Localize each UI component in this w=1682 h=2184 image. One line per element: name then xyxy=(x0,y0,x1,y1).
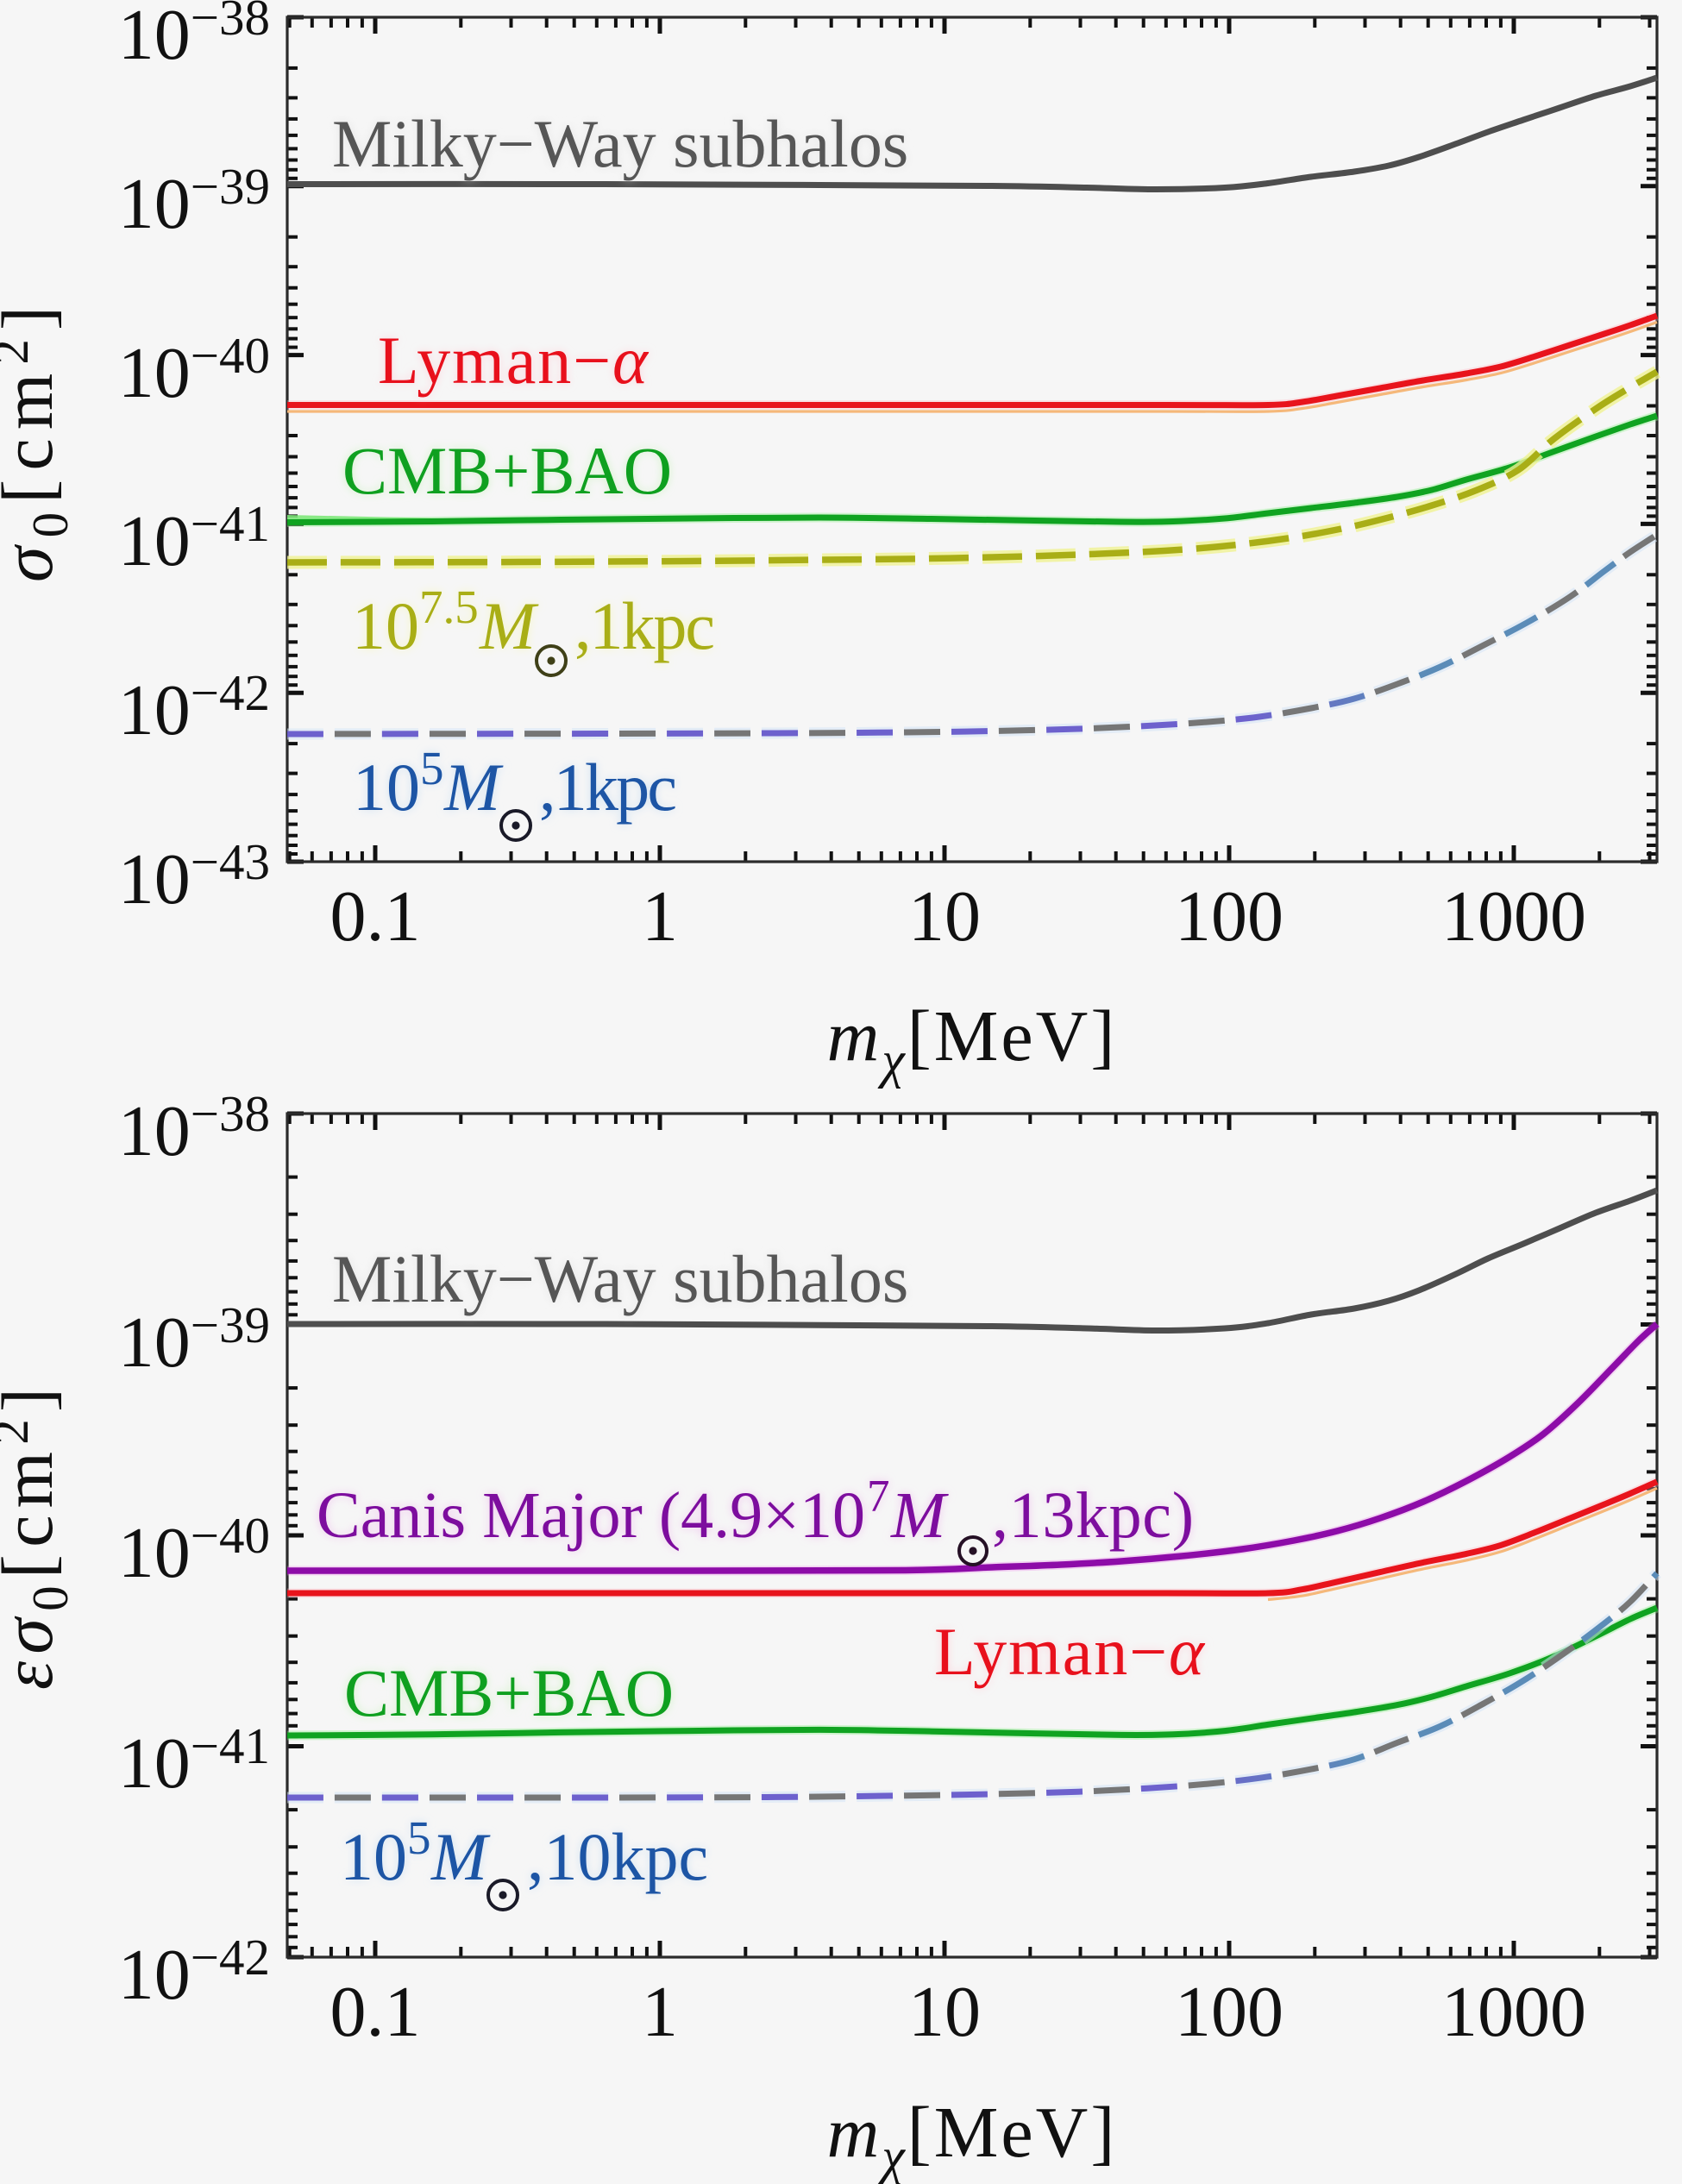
svg-text:CMB+BAO: CMB+BAO xyxy=(344,1655,674,1730)
svg-text:1000: 1000 xyxy=(1441,1972,1586,2052)
svg-text:5: 5 xyxy=(407,1811,431,1864)
svg-text:10: 10 xyxy=(353,750,420,825)
svg-text:,1kpc: ,1kpc xyxy=(539,750,677,825)
svg-text:M: M xyxy=(479,588,539,663)
svg-text:10: 10 xyxy=(908,876,981,957)
svg-text:,13kpc): ,13kpc) xyxy=(992,1479,1194,1552)
svg-text:mχ[MeV]: mχ[MeV] xyxy=(827,2093,1118,2184)
svg-text:10: 10 xyxy=(352,588,419,663)
svg-text:M: M xyxy=(443,750,504,825)
svg-text:10: 10 xyxy=(353,750,420,825)
svg-text:Milky−Way subhalos: Milky−Way subhalos xyxy=(332,1241,908,1316)
svg-text:7: 7 xyxy=(867,1472,890,1522)
svg-text:Lyman−α: Lyman−α xyxy=(378,323,650,398)
svg-text:,1kpc: ,1kpc xyxy=(574,588,715,663)
svg-text:,1kpc: ,1kpc xyxy=(574,588,715,663)
svg-text:10: 10 xyxy=(340,1819,407,1894)
svg-text:1: 1 xyxy=(642,876,678,957)
svg-text:0.1: 0.1 xyxy=(330,1972,421,2052)
svg-text:100: 100 xyxy=(1175,876,1283,957)
svg-text:7.5: 7.5 xyxy=(419,581,479,633)
svg-text:Milky−Way subhalos: Milky−Way subhalos xyxy=(332,106,908,181)
svg-text:100: 100 xyxy=(1175,1972,1283,2052)
svg-text:7.5: 7.5 xyxy=(419,581,479,633)
svg-text:Lyman−α: Lyman−α xyxy=(378,323,650,398)
svg-text:5: 5 xyxy=(420,742,444,794)
svg-text:10: 10 xyxy=(352,588,419,663)
svg-text:Lyman−α: Lyman−α xyxy=(934,1614,1206,1689)
svg-text:5: 5 xyxy=(420,742,444,794)
svg-text:CMB+BAO: CMB+BAO xyxy=(342,433,672,508)
svg-text:1000: 1000 xyxy=(1441,876,1586,957)
svg-text:10: 10 xyxy=(908,1972,981,2052)
svg-text:CMB+BAO: CMB+BAO xyxy=(342,433,672,508)
svg-text:Lyman−α: Lyman−α xyxy=(934,1614,1206,1689)
svg-text:0.1: 0.1 xyxy=(330,876,421,957)
svg-text:,10kpc: ,10kpc xyxy=(527,1819,708,1894)
svg-text:Canis Major (4.9×10: Canis Major (4.9×10 xyxy=(317,1479,865,1552)
svg-text:,10kpc: ,10kpc xyxy=(527,1819,708,1894)
svg-text:7: 7 xyxy=(867,1472,890,1522)
svg-text:10−42: 10−42 xyxy=(118,1929,270,2015)
svg-text:M: M xyxy=(890,1479,949,1552)
svg-text:,13kpc): ,13kpc) xyxy=(992,1479,1194,1552)
svg-text:Milky−Way subhalos: Milky−Way subhalos xyxy=(332,106,908,181)
svg-text:M: M xyxy=(430,1819,491,1894)
svg-text:M: M xyxy=(443,750,504,825)
svg-text:M: M xyxy=(430,1819,491,1894)
svg-text:10: 10 xyxy=(340,1819,407,1894)
svg-text:CMB+BAO: CMB+BAO xyxy=(344,1655,674,1730)
svg-text:1: 1 xyxy=(642,1972,678,2052)
svg-text:5: 5 xyxy=(407,1811,431,1864)
svg-text:M: M xyxy=(890,1479,949,1552)
svg-text:,1kpc: ,1kpc xyxy=(539,750,677,825)
svg-text:Milky−Way subhalos: Milky−Way subhalos xyxy=(332,1241,908,1316)
svg-text:Canis Major (4.9×10: Canis Major (4.9×10 xyxy=(317,1479,865,1552)
svg-text:M: M xyxy=(479,588,539,663)
svg-text:mχ[MeV]: mχ[MeV] xyxy=(827,996,1118,1089)
